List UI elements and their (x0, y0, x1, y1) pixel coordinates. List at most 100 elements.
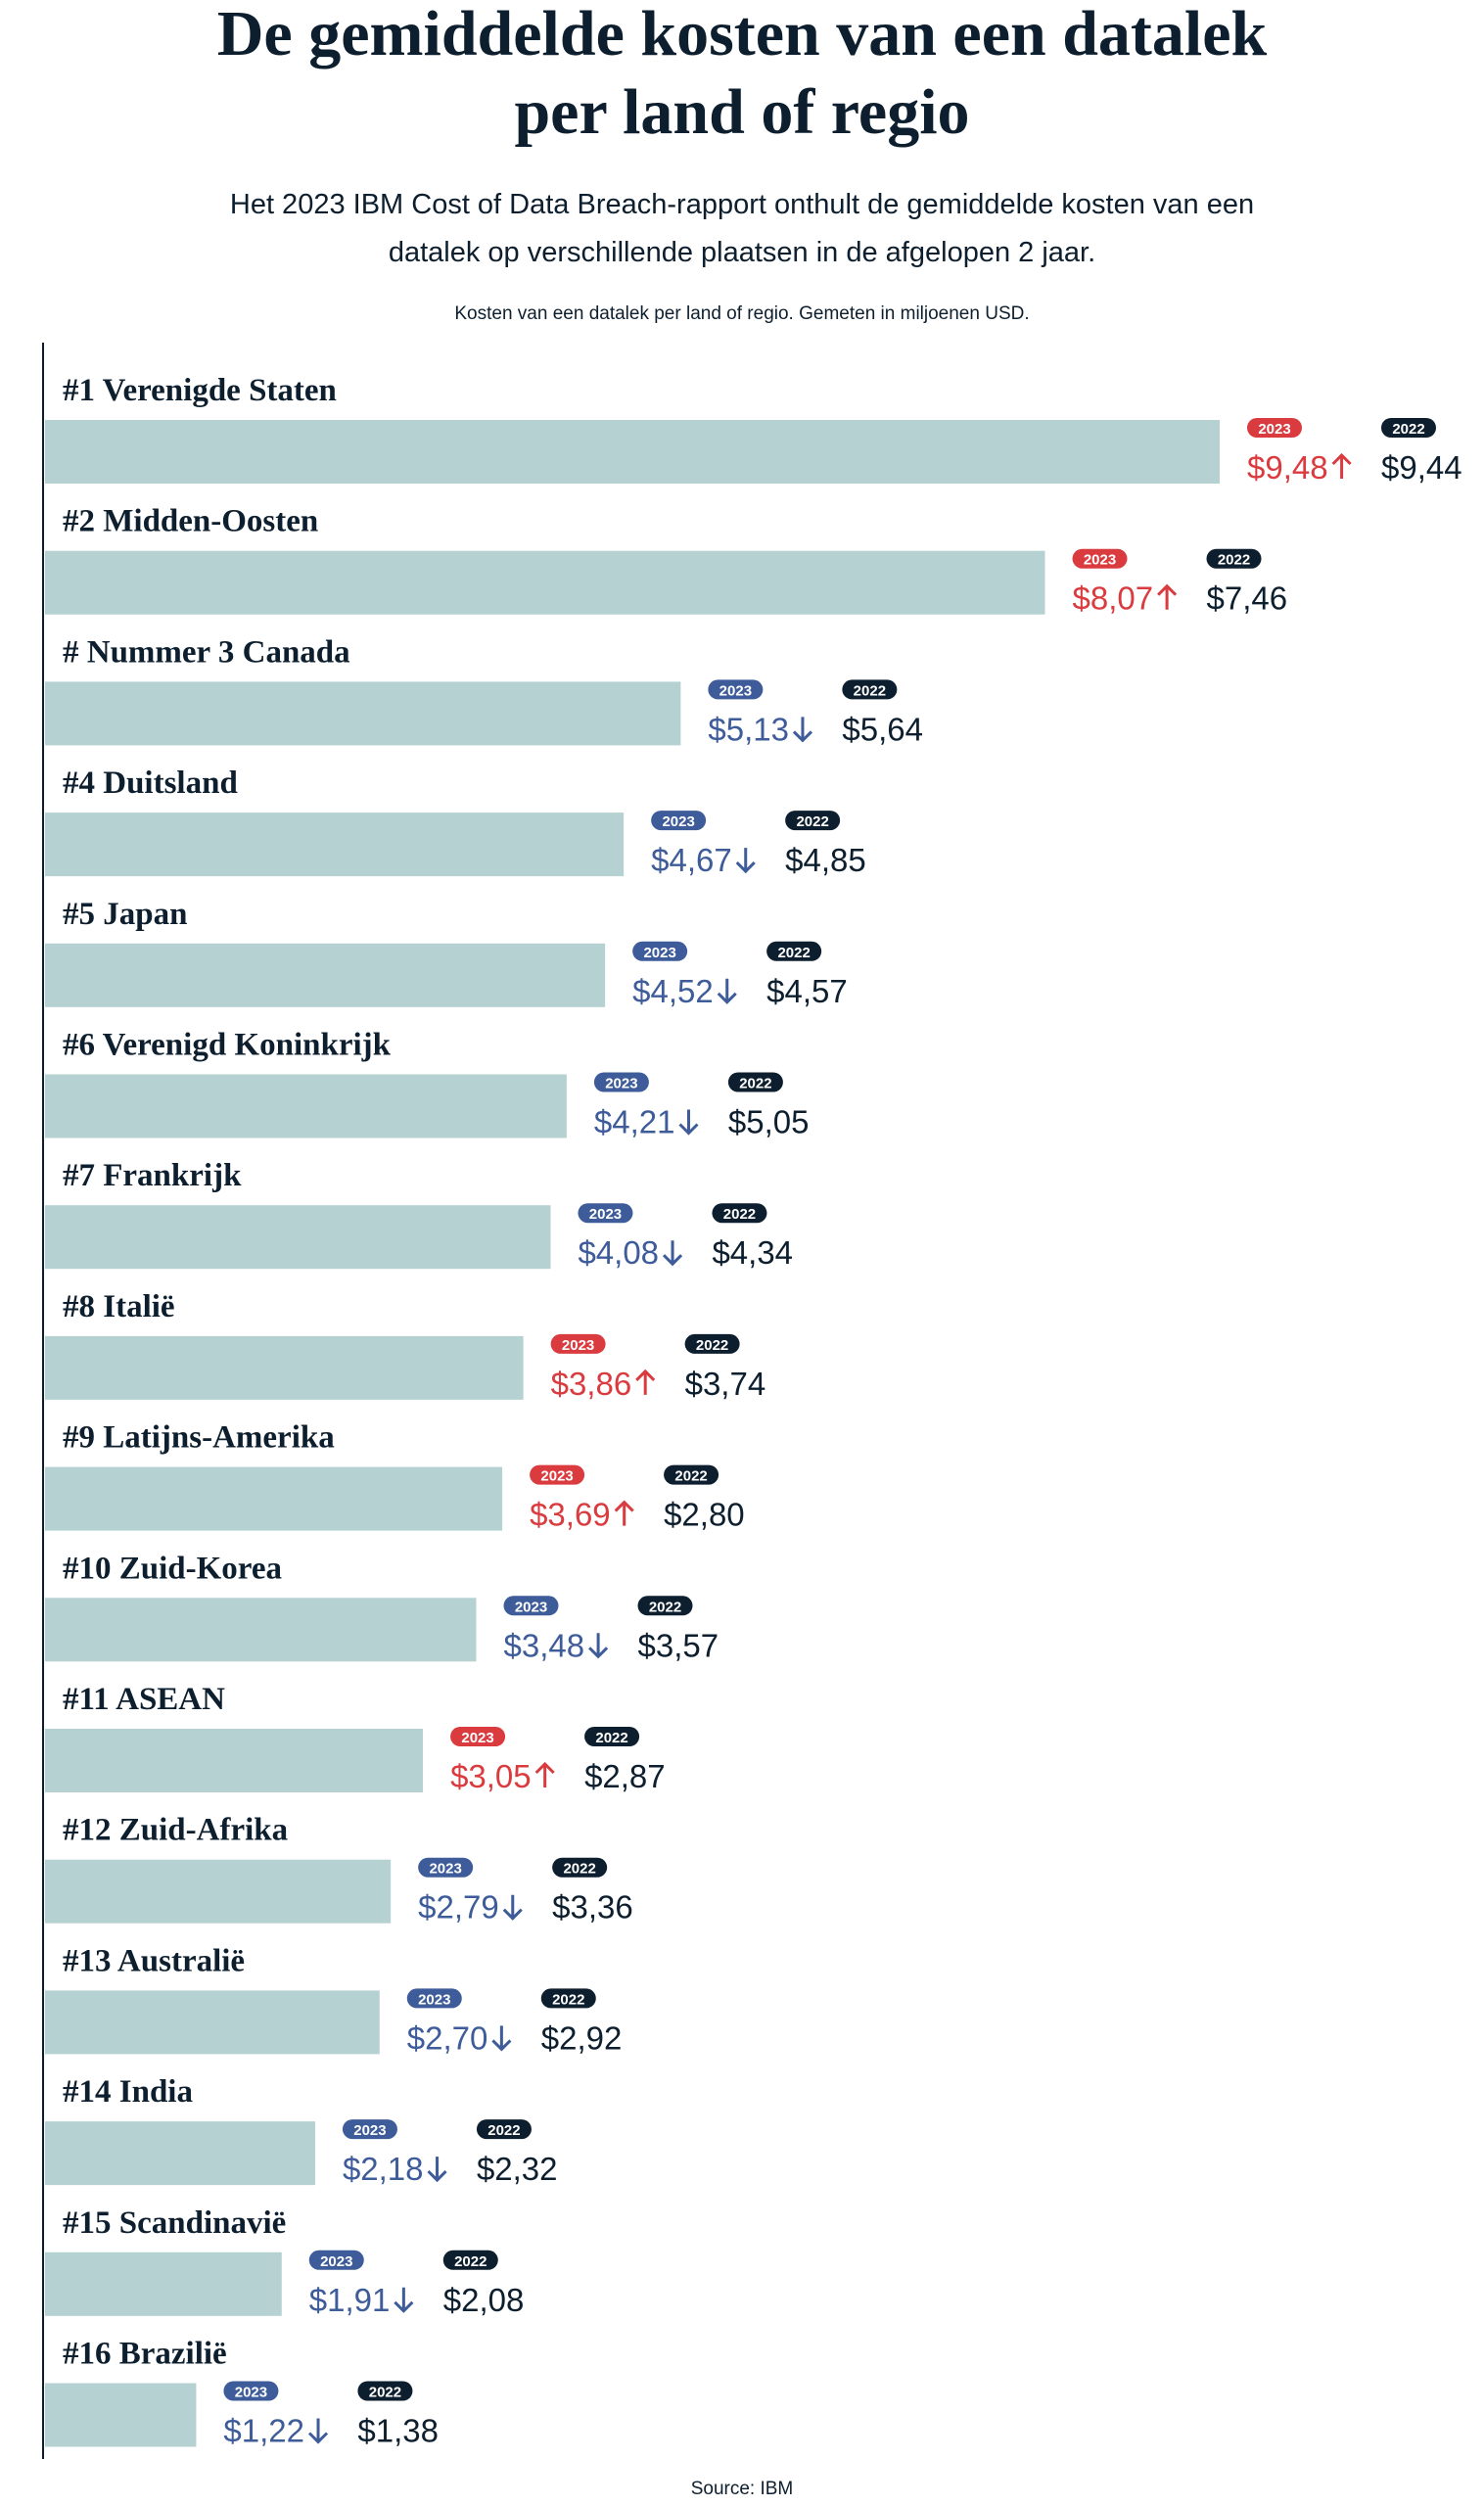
badge-bg (476, 2119, 532, 2140)
value-label-2022: $7,46 (1207, 580, 1288, 617)
year-badge: 2022 (664, 1464, 719, 1485)
value-label: $1,91 (309, 2282, 391, 2318)
badge-label: 2023 (429, 1861, 461, 1878)
bar (45, 812, 625, 877)
value-label-2022: $2,92 (541, 2019, 623, 2056)
year-badge: 2023 (593, 1072, 649, 1092)
badge-bg (593, 1072, 649, 1092)
badge-bg (785, 811, 841, 831)
category-label: #9 Latijns-Amerika (63, 1420, 335, 1456)
year-badge: 2023 (342, 2119, 397, 2140)
value-label-2022: $3,74 (685, 1366, 766, 1402)
year-badge: 2022 (727, 1072, 783, 1092)
year-badge: 2022 (540, 1988, 596, 2009)
value-label-2022: $4,57 (766, 973, 848, 1009)
value-label-2022: $4,85 (785, 842, 866, 878)
year-badge: 2022 (684, 1333, 740, 1354)
arrow-up (1331, 452, 1352, 479)
category-label: #5 Japan (63, 897, 187, 932)
badge-bg (637, 1596, 693, 1616)
bar (45, 1205, 551, 1270)
badge-bg (342, 2119, 397, 2140)
category-label: #16 Brazilië (63, 2337, 227, 2372)
value-label-2022: $9,44 (1381, 449, 1462, 486)
badge-bg (552, 1857, 608, 1878)
badge-label: 2022 (1218, 552, 1250, 569)
value-label: $2,70 (407, 2019, 488, 2056)
badge-label: 2023 (461, 1730, 493, 1746)
badge-label: 2023 (1084, 552, 1116, 569)
badge-bg (712, 1203, 767, 1224)
badge-bg (308, 2250, 364, 2270)
arrow-up (534, 1761, 555, 1787)
year-badge: 2022 (637, 1596, 693, 1616)
value-label: $3,69 (530, 1497, 611, 1533)
badge-bg (766, 941, 822, 961)
value-label: $2,18 (343, 2151, 424, 2187)
badge-label: 2022 (454, 2253, 487, 2270)
badge-bg (708, 679, 764, 700)
badge-label: 2023 (589, 1206, 622, 1223)
value-label: $4,21 (594, 1104, 675, 1140)
value-label-2022: $2,80 (664, 1497, 745, 1533)
badge-label: 2022 (854, 682, 886, 699)
bar (45, 2383, 197, 2447)
value-label-2022: $3,57 (638, 1627, 719, 1663)
source: Source: IBM (691, 2479, 794, 2499)
bar (45, 681, 681, 746)
arrow-down (588, 1633, 609, 1659)
badge-label: 2022 (796, 813, 828, 830)
badge-bg (406, 1988, 462, 2009)
bar (45, 1990, 380, 2055)
category-label: #6 Verenigd Koninkrijk (63, 1028, 392, 1063)
badge-label: 2022 (595, 1730, 627, 1746)
arrow-down (735, 848, 756, 874)
badge-label: 2023 (418, 1991, 450, 2008)
badge-bg (1381, 418, 1436, 438)
badge-label: 2023 (320, 2253, 352, 2270)
badge-label: 2023 (662, 813, 694, 830)
badge-label: 2023 (515, 1599, 547, 1615)
badge-bg (503, 1596, 559, 1616)
category-label: #12 Zuid-Afrika (63, 1813, 288, 1848)
category-label: #10 Zuid-Korea (63, 1551, 282, 1586)
year-badge: 2022 (357, 2381, 413, 2401)
year-badge: 2022 (476, 2119, 532, 2140)
arrow-down (491, 2025, 512, 2052)
value-label: $8,07 (1073, 580, 1154, 617)
badge-label: 2022 (369, 2385, 401, 2401)
value-label: $4,08 (578, 1234, 659, 1271)
bar (45, 1859, 392, 1924)
arrow-down (662, 1240, 683, 1267)
bar (45, 2121, 315, 2186)
bar (45, 550, 1045, 615)
category-label: #8 Italië (63, 1289, 175, 1324)
year-badge: 2022 (766, 941, 822, 961)
badge-bg (1072, 548, 1128, 569)
year-badge: 2023 (530, 1464, 585, 1485)
badge-bg (578, 1203, 633, 1224)
arrow-up (1157, 583, 1178, 610)
value-label-2022: $1,38 (357, 2413, 439, 2449)
year-badge: 2023 (1247, 418, 1302, 438)
arrow-down (717, 978, 737, 1004)
badge-label: 2023 (643, 945, 675, 961)
badge-label: 2022 (649, 1599, 681, 1615)
bar (45, 1466, 503, 1531)
badge-bg (684, 1333, 740, 1354)
badge-bg (223, 2381, 279, 2401)
badge-label: 2022 (487, 2122, 520, 2139)
value-label: $3,86 (551, 1366, 632, 1402)
category-label: #14 India (63, 2074, 193, 2110)
value-label-2022: $2,08 (443, 2282, 525, 2318)
badge-bg (540, 1988, 596, 2009)
year-badge: 2023 (406, 1988, 462, 2009)
year-badge: 2022 (1206, 548, 1262, 569)
chart-subtitle: Het 2023 IBM Cost of Data Breach-rapport… (230, 189, 1254, 268)
value-label: $5,13 (708, 711, 789, 747)
year-badge: 2022 (552, 1857, 608, 1878)
badge-bg (727, 1072, 783, 1092)
arrow-down (307, 2418, 329, 2444)
